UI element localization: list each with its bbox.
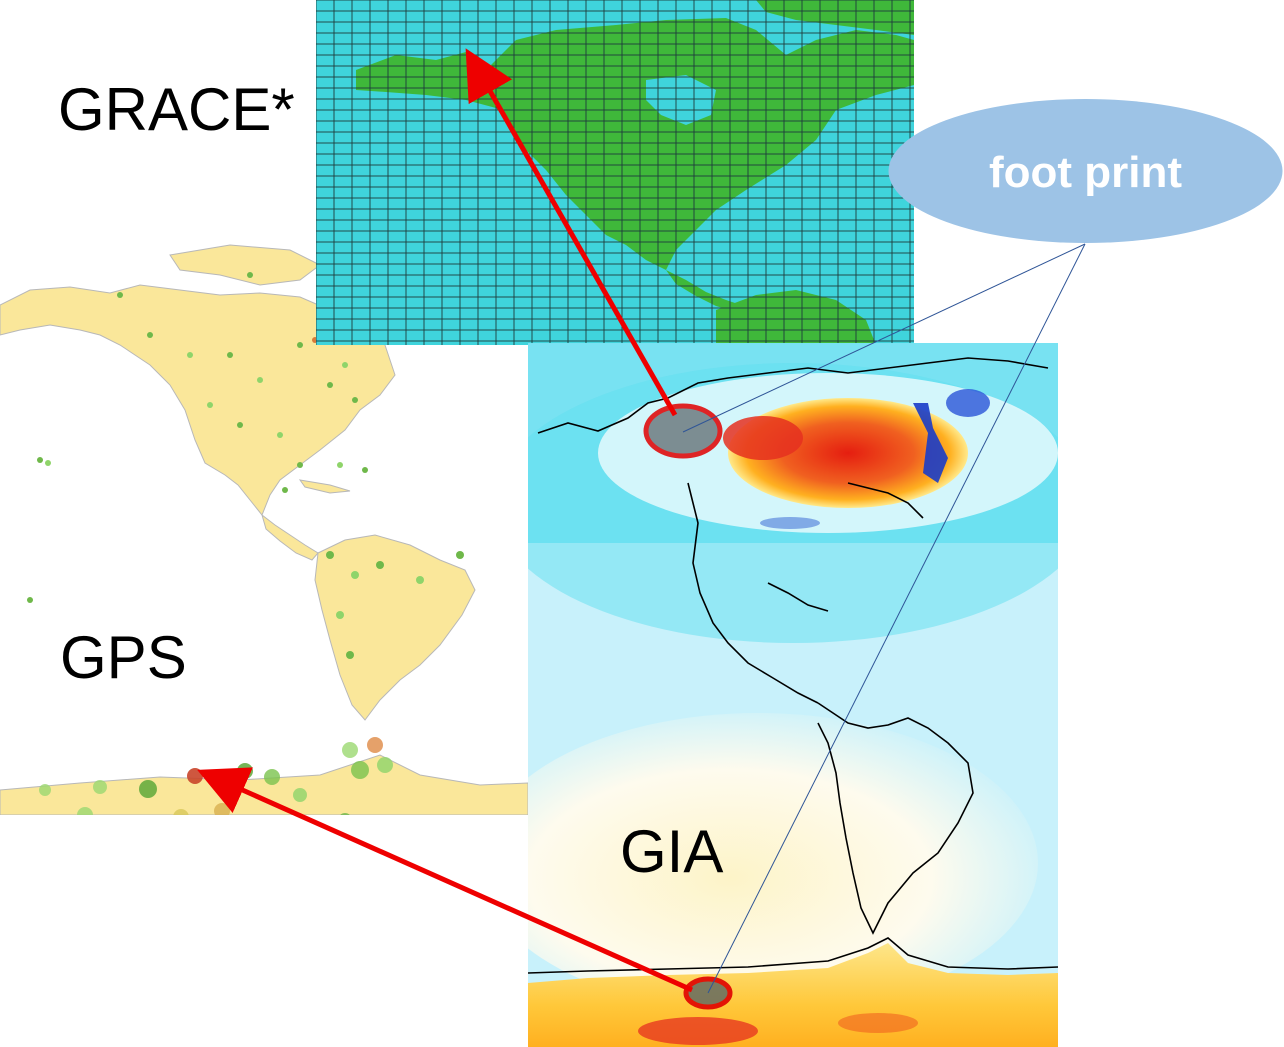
central-america xyxy=(261,513,319,561)
gia-coastlines xyxy=(528,357,1058,974)
foot-print-callout xyxy=(887,97,1284,245)
gia-map xyxy=(528,343,1058,1047)
grace-map-panel xyxy=(316,0,914,345)
caribbean xyxy=(298,479,351,494)
gia-label: GIA xyxy=(620,818,724,885)
grace-map xyxy=(316,0,914,345)
arctic-islands xyxy=(169,244,321,286)
footprint-line-south xyxy=(707,243,1086,994)
footprint-line-north xyxy=(682,243,1086,433)
north-america xyxy=(0,284,396,516)
gia-map-panel xyxy=(528,343,1058,1047)
arrow-gia-to-gps xyxy=(197,767,694,993)
antarctica xyxy=(0,754,528,815)
foot-print-label: foot print xyxy=(988,148,1183,197)
arrow-gia-to-grace xyxy=(465,48,678,417)
south-america xyxy=(314,534,476,721)
gia-highlight-north xyxy=(643,403,723,459)
grace-label: GRACE* xyxy=(58,76,295,143)
gps-label: GPS xyxy=(60,624,187,691)
